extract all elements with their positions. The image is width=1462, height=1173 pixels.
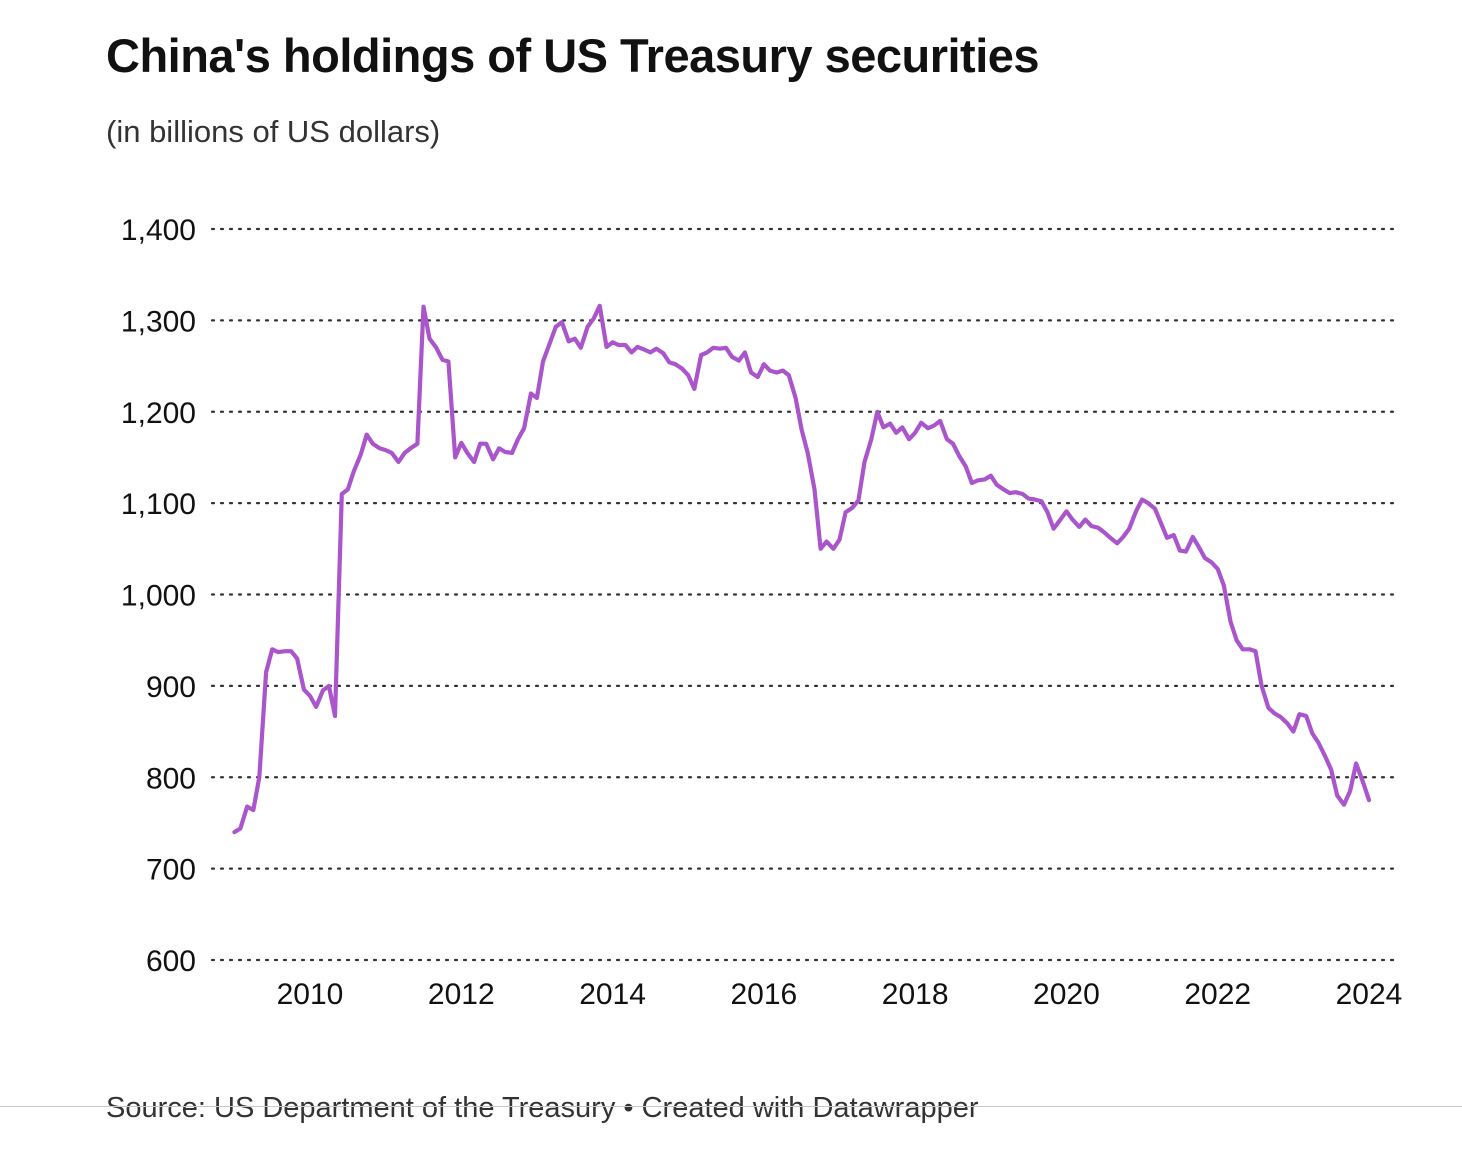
x-tick-label: 2020 (1033, 978, 1100, 1011)
x-tick-label: 2018 (882, 978, 949, 1011)
series-line-0 (232, 303, 1372, 835)
x-tick-label: 2022 (1184, 978, 1251, 1011)
x-tick-label: 2024 (1336, 978, 1403, 1011)
y-axis-ticks: 600 700 800 900 1,000 1,100 1,200 1,300 1,400 (121, 214, 196, 978)
y-tick-label: 1,100 (121, 488, 196, 521)
chart-subtitle: (in billions of US dollars) (106, 114, 441, 149)
source-note: Source: US Department of the Treasury • … (106, 1092, 979, 1124)
x-tick-label: 2014 (579, 978, 646, 1011)
chart-title: China's holdings of US Treasury securiti… (106, 29, 1040, 82)
x-tick-label: 2016 (730, 978, 797, 1011)
y-tick-label: 1,200 (121, 397, 196, 430)
y-tick-label: 700 (146, 854, 196, 887)
series-layer (232, 303, 1372, 835)
y-tick-label: 1,000 (121, 580, 196, 613)
y-tick-label: 600 (146, 945, 196, 978)
footer-divider (0, 1106, 1462, 1107)
y-tick-label: 1,300 (121, 305, 196, 338)
gridlines (210, 227, 1398, 962)
x-axis-ticks: 2010 2012 2014 2016 2018 2020 2022 2024 (277, 978, 1403, 1011)
x-tick-label: 2012 (428, 978, 495, 1011)
x-tick-label: 2010 (277, 978, 344, 1011)
y-tick-label: 900 (146, 671, 196, 704)
y-tick-label: 1,400 (121, 214, 196, 247)
y-tick-label: 800 (146, 762, 196, 795)
line-chart: 600 700 800 900 1,000 1,100 1,200 1,300 1,400 20… (121, 214, 1403, 1011)
